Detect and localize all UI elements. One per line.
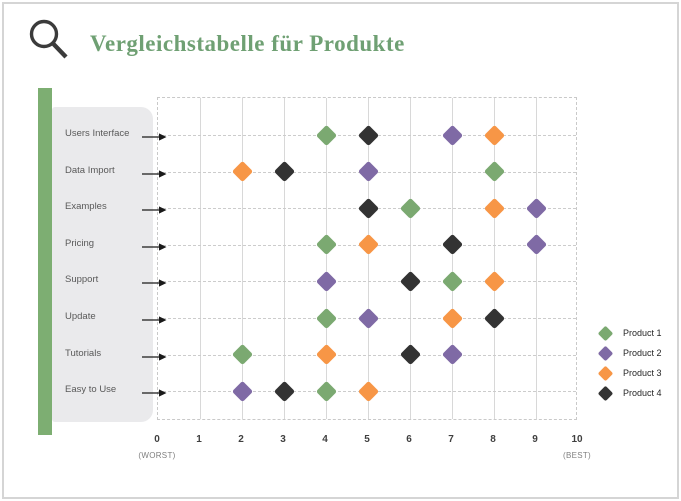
gridline-v	[325, 98, 327, 419]
gridline-v	[535, 98, 537, 419]
gridline-v	[367, 98, 369, 419]
x-tick-label: 2	[238, 434, 244, 445]
legend: Product 1 Product 2 Product 3 Product 4	[597, 323, 662, 403]
data-point	[357, 234, 379, 256]
category-label: Easy to Use	[65, 384, 117, 396]
category-arrow-icon	[141, 166, 167, 178]
gridline-v	[409, 98, 411, 419]
category-label: Update	[65, 311, 96, 322]
legend-item: Product 4	[597, 383, 662, 403]
data-point	[525, 234, 547, 256]
category-label: Data Import	[65, 164, 115, 176]
data-point	[441, 124, 463, 146]
x-tick-label: 10	[571, 434, 583, 445]
data-point	[357, 380, 379, 402]
data-point	[483, 307, 505, 329]
gridline-v	[451, 98, 453, 419]
legend-label: Product 2	[623, 348, 662, 358]
data-point	[315, 124, 337, 146]
data-point	[441, 234, 463, 256]
data-point	[315, 270, 337, 292]
x-tick-label: 1	[196, 434, 202, 445]
data-point	[441, 343, 463, 366]
page-title: Vergleichstabelle für Produkte	[90, 31, 405, 56]
data-point	[399, 270, 421, 292]
data-point	[231, 160, 253, 183]
category-arrow-icon	[141, 129, 167, 141]
legend-label: Product 3	[623, 368, 662, 378]
x-tick-label: 5	[364, 434, 370, 445]
data-point	[315, 234, 337, 256]
accent-bar	[38, 88, 52, 435]
data-point	[399, 197, 421, 219]
magnifier-icon	[29, 19, 68, 59]
x-tick-label: 0	[154, 434, 160, 445]
axis-best-label: (BEST)	[562, 451, 592, 460]
legend-item: Product 3	[597, 363, 662, 383]
category-panel	[52, 107, 153, 422]
x-tick-label: 9	[532, 434, 538, 445]
gridline-v	[493, 98, 495, 419]
data-point	[357, 197, 379, 219]
legend-marker	[597, 325, 614, 341]
x-tick-label: 4	[322, 434, 328, 445]
category-arrow-icon	[141, 275, 167, 287]
gridline-v	[241, 98, 243, 419]
data-point	[525, 197, 547, 219]
data-point	[315, 380, 337, 402]
category-arrow-icon	[141, 202, 167, 214]
gridline-h	[158, 281, 576, 283]
x-tick-label: 3	[280, 434, 286, 445]
data-point	[441, 270, 463, 292]
data-point	[315, 343, 337, 366]
category-label: Users Interface	[65, 128, 130, 139]
data-point	[483, 124, 505, 146]
axis-worst-label: (WORST)	[138, 451, 176, 460]
data-point	[357, 124, 379, 146]
data-point	[357, 307, 379, 329]
category-arrow-icon	[141, 385, 167, 397]
x-tick-label: 7	[448, 434, 454, 445]
category-label: Pricing	[65, 237, 95, 249]
gridline-v	[283, 98, 285, 419]
x-tick-label: 8	[490, 434, 496, 445]
category-label: Tutorials	[65, 347, 102, 359]
legend-marker	[597, 365, 614, 381]
legend-item: Product 1	[597, 323, 662, 343]
category-arrow-icon	[141, 312, 167, 324]
data-point	[441, 307, 463, 329]
legend-marker	[597, 385, 614, 401]
data-point	[315, 307, 337, 329]
legend-marker	[597, 345, 614, 361]
gridline-h	[158, 354, 576, 356]
legend-label: Product 4	[623, 388, 662, 398]
data-point	[357, 160, 379, 183]
legend-label: Product 1	[623, 328, 662, 338]
category-arrow-icon	[141, 239, 167, 251]
data-point	[483, 160, 505, 183]
x-tick-label: 6	[406, 434, 412, 445]
data-point	[399, 343, 421, 366]
category-label: Examples	[65, 201, 107, 213]
category-arrow-icon	[141, 349, 167, 361]
data-point	[483, 270, 505, 292]
gridline-v	[199, 98, 201, 419]
data-point	[273, 160, 295, 183]
data-point	[231, 380, 253, 402]
plot-area	[157, 97, 577, 420]
legend-item: Product 2	[597, 343, 662, 363]
category-label: Support	[65, 274, 99, 286]
data-point	[483, 197, 505, 219]
data-point	[231, 343, 253, 366]
data-point	[273, 380, 295, 402]
